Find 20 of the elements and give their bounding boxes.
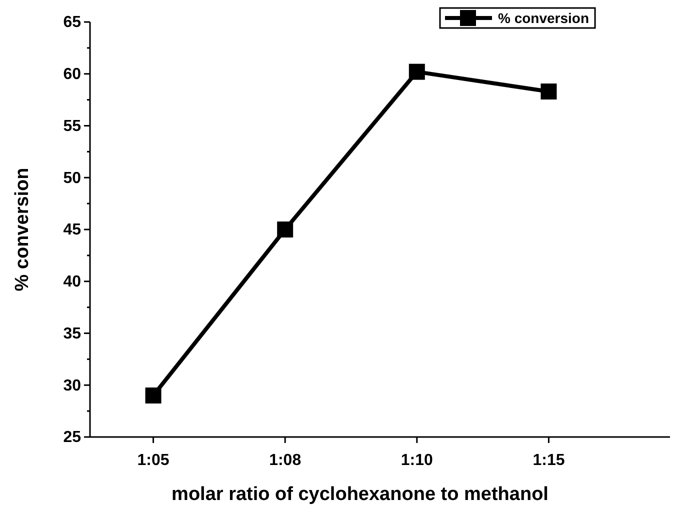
- point: [145, 388, 162, 404]
- x-tick-label: 1:08: [269, 452, 302, 470]
- x-axis-title: molar ratio of cyclohexanone to methanol: [172, 484, 548, 505]
- y-tick-label: 45: [63, 222, 82, 239]
- x-tick-label: 1:10: [400, 452, 434, 470]
- y-tick-label: 30: [63, 377, 82, 394]
- point: [540, 84, 557, 100]
- x-tick-label: 1:05: [137, 452, 170, 470]
- point: [408, 64, 425, 80]
- y-tick-label: 50: [63, 170, 82, 187]
- y-tick-label: 40: [63, 273, 82, 290]
- y-tick-label: 60: [63, 66, 82, 83]
- y-axis-title: % conversion: [12, 168, 33, 292]
- y-tick-label: 65: [63, 14, 82, 32]
- y-tick-label: 35: [63, 325, 82, 342]
- y-tick-label: 25: [63, 429, 82, 446]
- x-tick-label: 1:15: [532, 452, 565, 470]
- legend-label: % conversion: [498, 10, 590, 26]
- point: [277, 222, 294, 238]
- y-tick-label: 55: [63, 118, 82, 135]
